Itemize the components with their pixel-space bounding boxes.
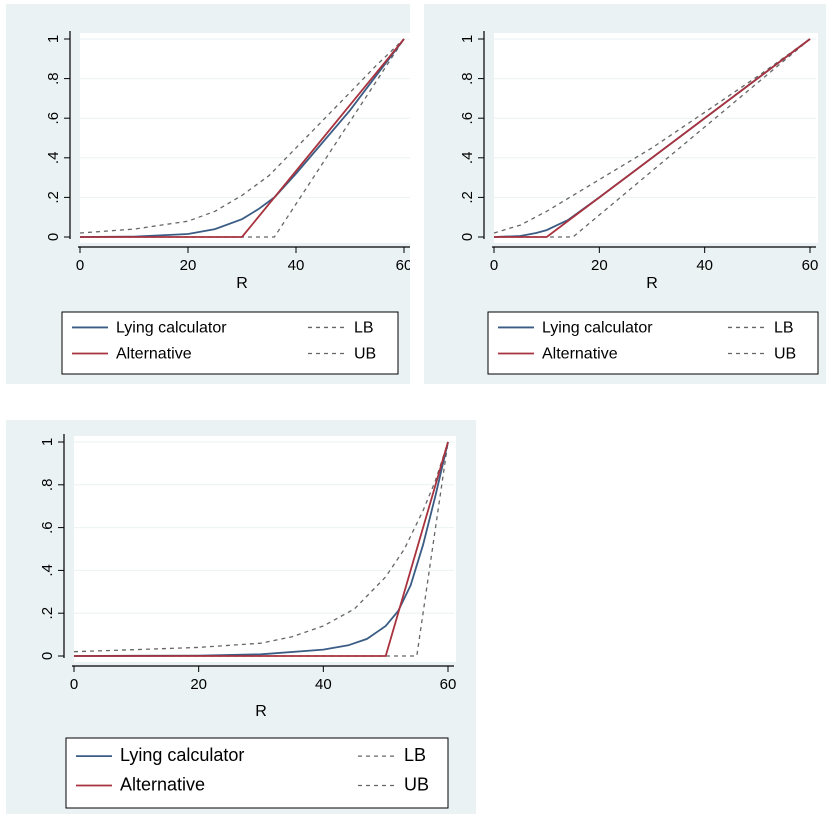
x-axis-title: R	[236, 275, 248, 292]
x-axis-title: R	[646, 275, 658, 292]
legend: Lying calculator Alternative LB UB	[487, 311, 819, 375]
series-line-alternative	[494, 38, 811, 238]
x-tick-label: 60	[396, 257, 410, 274]
legend-label-lying-calculator: Lying calculator	[116, 319, 227, 336]
legend-label-lb: LB	[774, 319, 794, 336]
y-tick-label: 0	[459, 233, 476, 241]
y-tick-label: .8	[39, 479, 56, 492]
plot-area	[494, 33, 818, 243]
x-tick-label: 40	[288, 257, 305, 274]
y-tick-label: .6	[45, 112, 62, 125]
x-tick-label: 60	[802, 257, 819, 274]
x-tick-label: 20	[591, 257, 608, 274]
y-tick-label: 0	[45, 233, 62, 241]
x-tick-label: 0	[70, 676, 78, 693]
plot-area	[74, 436, 456, 662]
legend-label-lying-calculator: Lying calculator	[542, 319, 653, 336]
series-line-alternative	[74, 441, 449, 657]
y-tick-label: .4	[45, 152, 62, 165]
y-tick-label: .2	[39, 607, 56, 620]
y-tick-label: .4	[39, 564, 56, 577]
y-tick-label: .2	[459, 191, 476, 204]
x-tick-label: 0	[490, 257, 498, 274]
x-tick-label: 40	[315, 676, 332, 693]
legend: Lying calculator Alternative LB UB	[65, 737, 449, 809]
y-tick-label: .4	[459, 152, 476, 165]
legend-label-ub: UB	[404, 775, 429, 795]
y-tick-label: .2	[45, 191, 62, 204]
legend-label-lb: LB	[354, 319, 374, 336]
y-tick-label: .8	[459, 72, 476, 85]
x-tick-label: 40	[696, 257, 713, 274]
y-tick-label: .6	[459, 112, 476, 125]
chart-1: 0 .2 .4 .6 .8 1 0 20 40 60 R Lying calculator Altern…	[45, 31, 410, 375]
legend-label-alternative: Alternative	[542, 346, 618, 363]
legend-label-ub: UB	[354, 346, 376, 363]
chart-2: 0 .2 .4 .6 .8 1 0 20 40 60 R Lying calculator Altern…	[459, 31, 819, 375]
legend-box	[61, 311, 399, 375]
y-tick-label: 1	[459, 35, 476, 43]
legend-box	[65, 737, 449, 809]
legend-box	[487, 311, 819, 375]
chart-3: 0 .2 .4 .6 .8 1 0 20 40 60 R Lying calculator Altern…	[39, 434, 457, 809]
legend: Lying calculator Alternative LB UB	[61, 311, 399, 375]
y-tick-label: 1	[39, 438, 56, 446]
x-tick-label: 60	[440, 676, 457, 693]
legend-label-lying-calculator: Lying calculator	[120, 745, 244, 765]
y-tick-label: .8	[45, 72, 62, 85]
chart-panel-2: 0 .2 .4 .6 .8 1 0 20 40 60 R Lying calculator Altern…	[424, 4, 826, 384]
legend-label-ub: UB	[774, 346, 796, 363]
chart-panel-1: 0 .2 .4 .6 .8 1 0 20 40 60 R Lying calculator Altern…	[6, 4, 410, 384]
legend-label-alternative: Alternative	[116, 346, 192, 363]
chart-panel-3: 0 .2 .4 .6 .8 1 0 20 40 60 R Lying calculator Altern…	[6, 420, 476, 814]
series-line-lying-calculator	[79, 38, 405, 238]
x-tick-label: 20	[190, 676, 207, 693]
series-line-lb	[79, 38, 405, 234]
series-line-lb	[73, 441, 449, 653]
y-tick-label: 0	[39, 652, 56, 660]
legend-label-lb: LB	[404, 745, 426, 765]
y-tick-label: .6	[39, 521, 56, 534]
y-tick-label: 1	[45, 35, 62, 43]
series-line-alternative	[80, 38, 405, 238]
plot-area	[80, 33, 410, 243]
legend-label-alternative: Alternative	[120, 775, 205, 795]
x-tick-label: 20	[180, 257, 197, 274]
x-axis-title: R	[255, 703, 267, 720]
x-tick-label: 0	[76, 257, 84, 274]
series-line-lying-calculator	[73, 441, 449, 657]
